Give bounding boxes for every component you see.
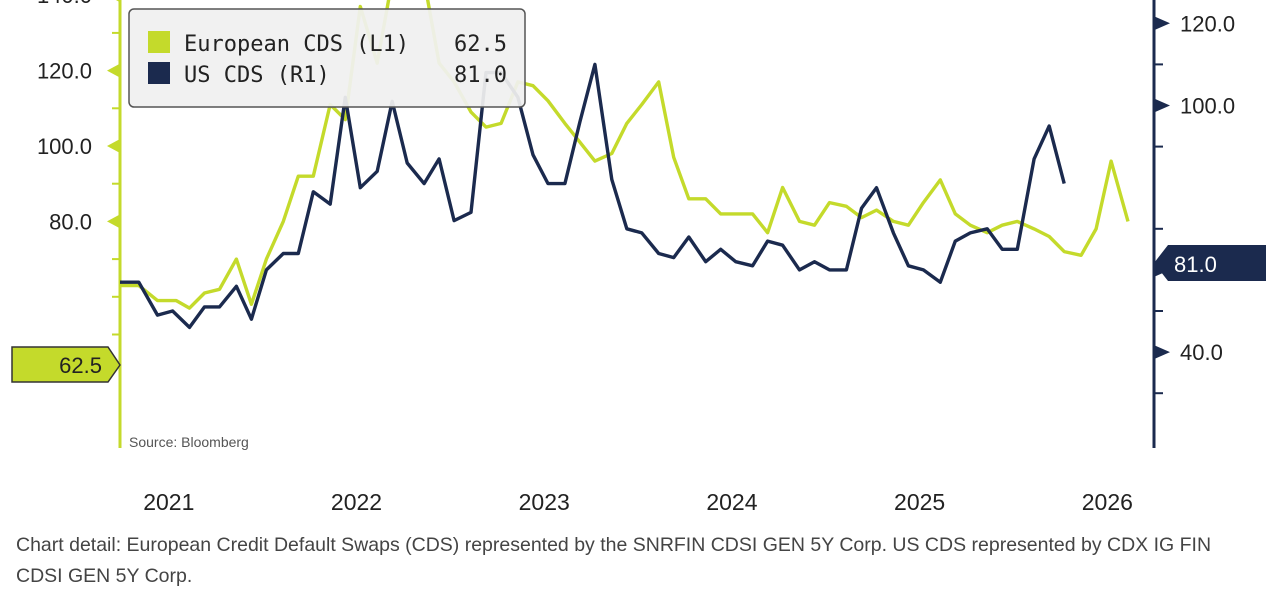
legend-value-european: 62.5 [454, 32, 507, 57]
x-axis-year-label: 2026 [1082, 489, 1133, 515]
right-axis-tick-label: 40.0 [1180, 340, 1223, 365]
left-axis-tick-arrow [115, 0, 120, 3]
x-axis-year-label: 2022 [331, 489, 382, 515]
legend-label-european: European CDS (L1) [184, 32, 409, 57]
badge-value-us: 81.0 [1174, 252, 1217, 277]
legend-swatch-us [148, 62, 170, 84]
source-note: Source: Bloomberg [129, 434, 249, 450]
left-axis-tick-arrow [107, 139, 120, 153]
x-axis-year-labels: 2021 2022 2023 2024 2025 2026 [143, 489, 1133, 515]
left-axis-tick-arrow [107, 63, 120, 78]
legend-box [128, 8, 526, 108]
left-axis-tick-arrow [107, 214, 120, 229]
left-axis-tick-label: 80.0 [49, 209, 92, 234]
right-axis-tick-arrow [1154, 345, 1170, 360]
left-axis-tick-label: 140.0 [37, 0, 92, 8]
legend: European CDS (L1) 62.5 US CDS (R1) 81.0 [128, 8, 526, 108]
badge-shape-us [1154, 245, 1266, 281]
left-axis-ticks: 80.0 100.0 120.0 140.0 [37, 0, 120, 336]
series-line-european-cds [120, 0, 1130, 310]
left-axis-tick-label: 100.0 [37, 134, 92, 159]
x-axis-year-label: 2021 [143, 489, 194, 515]
x-axis-year-label: 2024 [706, 489, 757, 515]
legend-value-us: 81.0 [454, 63, 507, 88]
series-line-us-cds [120, 62, 1066, 330]
last-value-badge-european: 62.5 [11, 346, 121, 383]
right-axis-tick-arrow [1154, 16, 1170, 31]
right-axis-tick-label: 120.0 [1180, 11, 1235, 36]
badge-shape-european [11, 346, 121, 383]
badge-value-european: 62.5 [59, 353, 102, 378]
left-axis-tick-label: 120.0 [37, 59, 92, 84]
right-axis-tick-label: 100.0 [1180, 94, 1235, 119]
x-axis-year-label: 2023 [519, 489, 570, 515]
chart-caption: Chart detail: European Credit Default Sw… [16, 534, 1212, 587]
legend-swatch-european [148, 31, 170, 53]
legend-label-us: US CDS (R1) [184, 63, 330, 88]
x-axis-year-label: 2025 [894, 489, 945, 515]
last-value-badge-us: 81.0 [1154, 245, 1266, 281]
right-axis-tick-arrow [1154, 98, 1170, 113]
